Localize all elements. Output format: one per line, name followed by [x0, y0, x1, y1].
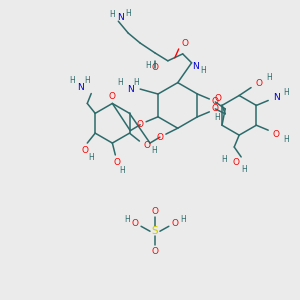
Text: O: O	[82, 146, 89, 155]
Text: H: H	[221, 155, 227, 164]
Text: H: H	[84, 76, 90, 85]
Text: S: S	[152, 226, 158, 236]
Text: O: O	[114, 158, 121, 167]
Text: O: O	[152, 207, 158, 216]
Text: O: O	[144, 140, 151, 149]
Text: O: O	[212, 104, 219, 113]
Text: O: O	[214, 94, 221, 103]
Text: H: H	[201, 66, 206, 75]
Text: H: H	[88, 153, 94, 162]
Text: H: H	[180, 215, 186, 224]
Text: O: O	[233, 158, 240, 167]
Text: H: H	[124, 215, 130, 224]
Text: H: H	[241, 165, 247, 174]
Text: O: O	[132, 219, 139, 228]
Text: O: O	[273, 130, 280, 139]
Text: O: O	[137, 120, 144, 129]
Text: N: N	[192, 62, 199, 71]
Text: H: H	[133, 78, 139, 87]
Text: H: H	[118, 78, 123, 87]
Text: N: N	[127, 85, 134, 94]
Text: H: H	[125, 9, 131, 18]
Text: H: H	[70, 76, 75, 85]
Text: H: H	[266, 73, 272, 82]
Text: H: H	[110, 10, 115, 19]
Text: O: O	[152, 63, 158, 72]
Text: O: O	[152, 247, 158, 256]
Text: N: N	[273, 93, 280, 102]
Text: O: O	[156, 133, 164, 142]
Text: H: H	[214, 113, 220, 122]
Text: O: O	[109, 92, 116, 101]
Text: O: O	[256, 79, 262, 88]
Text: H: H	[152, 146, 157, 155]
Text: H: H	[145, 61, 151, 70]
Text: O: O	[171, 219, 178, 228]
Text: O: O	[181, 40, 188, 49]
Text: H: H	[283, 135, 289, 144]
Text: H: H	[283, 88, 289, 97]
Text: O: O	[212, 98, 219, 106]
Text: H: H	[119, 166, 125, 175]
Text: N: N	[77, 83, 84, 92]
Text: N: N	[117, 13, 124, 22]
